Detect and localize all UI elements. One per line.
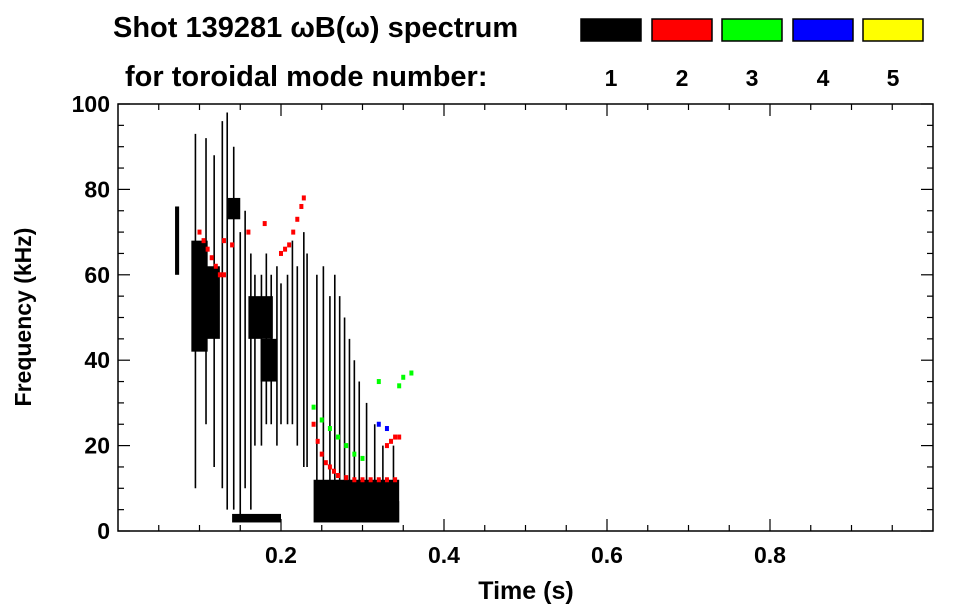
spectrum-point-mode-2 (287, 242, 292, 248)
spectrum-point-mode-3 (360, 455, 365, 461)
plot-data (175, 112, 414, 523)
spectrum-point-mode-2 (246, 229, 251, 235)
y-tick-label: 0 (97, 518, 110, 544)
spectrum-point-mode-3 (352, 451, 357, 457)
spectrum-point-mode-3 (344, 443, 349, 449)
x-tick-label: 0.6 (591, 542, 623, 568)
y-tick-label: 100 (72, 91, 110, 117)
x-axis-label: Time (s) (478, 577, 573, 605)
spectrum-point-mode-3 (397, 383, 402, 389)
spectrum-blob-mode-1 (203, 266, 220, 339)
spectrum-point-mode-2 (279, 250, 283, 256)
spectrum-point-mode-2 (213, 263, 218, 269)
y-tick-label: 20 (84, 433, 110, 459)
spectrum-point-mode-2 (384, 443, 389, 449)
y-axis-label: Frequency (kHz) (10, 228, 36, 407)
spectrum-blob-mode-1 (248, 296, 273, 339)
spectrum-blob-mode-1 (232, 513, 281, 523)
spectrum-point-mode-2 (376, 477, 381, 483)
legend: 1 2 3 4 5 (580, 18, 924, 91)
spectrum-point-mode-2 (344, 475, 349, 481)
spectrum-point-mode-2 (311, 421, 316, 427)
spectrum-point-mode-2 (299, 203, 304, 209)
spectrum-point-mode-2 (336, 472, 341, 478)
legend-swatch-mode-4 (792, 18, 854, 42)
spectrum-point-mode-2 (319, 451, 324, 457)
spectrum-point-mode-2 (323, 460, 328, 466)
spectrum-point-mode-2 (327, 464, 332, 470)
spectrum-point-mode-2 (384, 477, 389, 483)
axis-ticks: 0 20 40 60 80 100 0.2 0.4 0.6 0.8 (72, 91, 933, 568)
spectrum-blob-mode-1 (175, 206, 180, 275)
spectrum-point-mode-2 (397, 434, 402, 440)
chart-title: Shot 139281 ωB(ω) spectrum (113, 12, 518, 44)
legend-swatch-mode-2 (651, 18, 713, 42)
spectrum-point-mode-2 (331, 468, 336, 474)
spectrum-point-mode-2 (393, 477, 398, 483)
spectrum-point-mode-3 (401, 374, 406, 380)
spectrum-point-mode-3 (376, 379, 381, 385)
spectrum-point-mode-2 (217, 272, 222, 278)
x-tick-label: 0.8 (754, 542, 786, 568)
spectrum-point-mode-2 (352, 477, 357, 483)
spectrum-point-mode-2 (205, 246, 210, 252)
spectrum-point-mode-2 (393, 434, 398, 440)
spectrum-point-mode-2 (262, 221, 267, 227)
legend-label-mode-5: 5 (887, 65, 900, 91)
spectrum-point-mode-4 (384, 426, 389, 432)
spectrum-point-mode-2 (295, 216, 300, 222)
legend-label-mode-2: 2 (676, 65, 689, 91)
spectrum-point-mode-2 (301, 195, 306, 201)
spectrum-point-mode-3 (327, 426, 332, 432)
spectrum-point-mode-2 (197, 229, 202, 235)
spectrum-point-mode-4 (376, 421, 381, 427)
spectrum-point-mode-3 (311, 404, 316, 410)
spectrum-blob-mode-1 (362, 501, 400, 523)
x-tick-label: 0.2 (265, 542, 297, 568)
spectrum-point-mode-2 (230, 242, 235, 248)
legend-label-mode-4: 4 (817, 65, 830, 91)
legend-swatch-mode-5 (862, 18, 924, 42)
y-tick-label: 80 (84, 176, 110, 202)
spectrum-point-mode-3 (336, 434, 341, 440)
legend-swatch-mode-3 (721, 18, 783, 42)
x-tick-label: 0.4 (428, 542, 460, 568)
spectrum-blob-mode-1 (260, 338, 277, 382)
spectrum-point-mode-3 (319, 417, 324, 423)
y-tick-label: 60 (84, 262, 110, 288)
spectrum-point-mode-2 (221, 238, 226, 244)
spectrum-point-mode-2 (221, 272, 226, 278)
spectrum-point-mode-2 (360, 477, 365, 483)
legend-swatch-mode-1 (580, 18, 642, 42)
y-tick-label: 40 (84, 347, 110, 373)
spectrum-point-mode-2 (389, 438, 394, 444)
spectrum-point-mode-2 (201, 238, 206, 244)
spectrum-blob-mode-1 (228, 197, 241, 220)
spectrum-point-mode-3 (409, 370, 414, 376)
spectrum-point-mode-2 (283, 246, 288, 252)
spectrum-point-mode-2 (291, 229, 296, 235)
legend-label-mode-1: 1 (605, 65, 618, 91)
legend-label-mode-3: 3 (746, 65, 759, 91)
chart-subtitle: for toroidal mode number: (125, 61, 488, 93)
spectrum-point-mode-2 (209, 255, 214, 261)
spectrum-point-mode-2 (315, 438, 320, 444)
spectrum-point-mode-2 (368, 477, 373, 483)
